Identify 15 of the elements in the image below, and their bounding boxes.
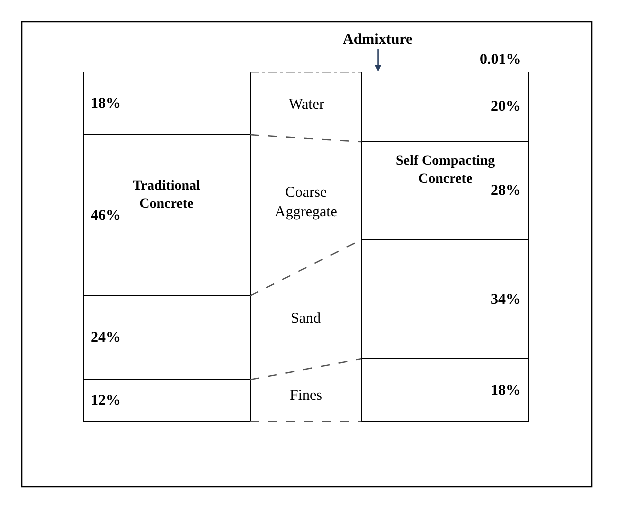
x-tick-label: Traditional Concrete <box>133 179 201 212</box>
data-label: 12% <box>91 393 121 409</box>
series-label: Coarse Aggregate <box>275 185 338 220</box>
data-label: 46% <box>91 208 121 224</box>
series-label: Admixture <box>343 32 414 48</box>
text: Water <box>289 97 324 113</box>
data-label: 34% <box>491 292 521 308</box>
data-label: 18% <box>91 96 121 112</box>
data-label: 20% <box>491 99 521 115</box>
data-label: 18% <box>491 383 521 399</box>
data-label: 28% <box>491 183 521 199</box>
text: Fines <box>290 388 323 404</box>
text: Sand <box>291 311 322 327</box>
data-label: 24% <box>91 330 121 346</box>
data-label: 0.01% <box>480 52 522 68</box>
